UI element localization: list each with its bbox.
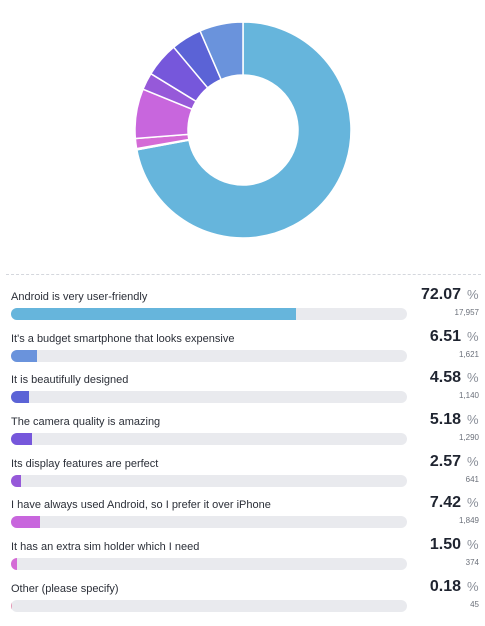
result-bar-track [11,558,407,571]
result-bar-fill [11,474,22,487]
result-row: It's a budget smartphone that looks expe… [0,328,485,370]
result-bar-fill [11,516,41,529]
result-count: 641 [465,474,479,484]
result-percent: 5.18 [429,411,461,429]
result-count: 374 [465,558,479,568]
percent-symbol: % [467,412,479,428]
result-bar-fill [11,599,12,612]
result-row: It has an extra sim holder which I need 1… [0,536,485,578]
result-label: It's a budget smartphone that looks expe… [11,332,235,345]
percent-symbol: % [467,328,479,344]
result-percent: 7.42 [429,494,461,512]
donut-slice [199,21,244,81]
donut-slice [135,21,352,239]
result-percent: 1.50 [429,536,461,554]
result-row: Other (please specify) 0.18% 45 [0,578,485,620]
result-count: 1,140 [458,391,479,401]
result-bar-fill [11,433,32,446]
result-bar-fill [11,308,297,320]
result-count: 1,290 [458,433,479,443]
section-divider [6,274,481,275]
result-count: 45 [470,599,479,609]
result-bar-track [11,308,407,320]
result-label: Other (please specify) [11,582,119,595]
result-bar-fill [11,391,30,404]
result-bar-track [11,474,407,487]
result-label: Its display features are perfect [11,457,159,470]
percent-symbol: % [467,495,479,511]
result-bar-track [11,516,407,529]
results-list: Android is very user-friendly 72.07% 17,95… [0,286,485,620]
percent-symbol: % [467,453,479,469]
result-percent: 6.51 [429,327,461,345]
result-bar-fill [11,349,37,362]
result-label: The camera quality is amazing [11,416,161,429]
result-row: Its display features are perfect 2.57% 641 [0,453,485,495]
result-count: 1,621 [458,349,479,359]
percent-symbol: % [467,370,479,386]
result-bar-track [11,433,407,446]
result-percent: 72.07 [420,286,461,303]
result-percent: 2.57 [429,452,461,470]
result-row: It is beautifully designed 4.58% 1,140 [0,369,485,411]
result-bar-track [11,599,407,612]
percent-symbol: % [467,537,479,553]
result-count: 17,957 [454,308,479,317]
result-percent: 4.58 [429,369,461,387]
result-percent: 0.18 [429,577,461,595]
result-row: I have always used Android, so I prefer … [0,494,485,536]
result-row: Android is very user-friendly 72.07% 17,95… [0,286,485,328]
result-label: Android is very user-friendly [11,291,148,303]
donut-chart [134,21,352,239]
result-bar-track [11,391,407,404]
result-label: It is beautifully designed [11,374,129,387]
result-bar-fill [11,558,17,571]
percent-symbol: % [467,287,479,302]
percent-symbol: % [467,578,479,594]
result-label: I have always used Android, so I prefer … [11,499,271,512]
result-count: 1,849 [458,516,479,526]
result-row: The camera quality is amazing 5.18% 1,290 [0,411,485,453]
result-label: It has an extra sim holder which I need [11,541,200,554]
result-bar-track [11,349,407,362]
